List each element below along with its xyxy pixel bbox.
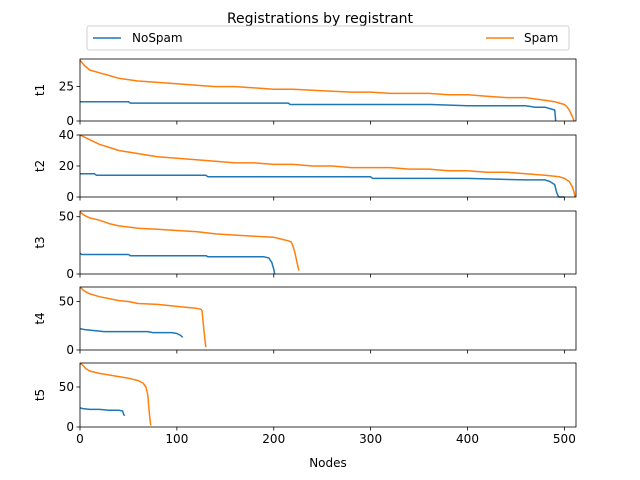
legend: NoSpam Spam	[86, 25, 570, 51]
series-line-nospam-t3	[79, 252, 276, 275]
y-tick-label: 0	[66, 420, 74, 434]
series-line-nospam-t1	[80, 100, 557, 122]
x-tick-label: 0	[76, 432, 84, 446]
y-tick-label: 50	[59, 210, 74, 224]
y-axis-label-t3: t3	[33, 236, 47, 248]
axes-frame-t5	[79, 362, 577, 428]
axes-frame-t3	[79, 210, 577, 275]
x-axis-label: Nodes	[309, 456, 347, 470]
series-line-spam-t1	[79, 59, 575, 122]
y-tick-label: 0	[66, 190, 74, 204]
series-line-nospam-t4	[79, 327, 184, 338]
y-axis-label-t4: t4	[33, 312, 47, 324]
subplot-t3: 0 50 t3	[33, 210, 577, 281]
x-tick-label: 300	[359, 432, 382, 446]
y-tick-label: 50	[59, 295, 74, 309]
series-line-nospam-t2	[80, 173, 565, 198]
x-tick-label: 100	[165, 432, 188, 446]
x-tick-label: 500	[553, 432, 576, 446]
subplot-t1: 0 25 t1	[33, 58, 577, 128]
y-axis-label-t1: t1	[33, 84, 47, 96]
legend-spam-label: Spam	[524, 31, 558, 45]
subplot-t4: 0 50 t4	[33, 286, 577, 357]
y-tick-label: 0	[66, 114, 74, 128]
series-line-spam-t3	[79, 211, 300, 271]
legend-nospam-label: NoSpam	[132, 31, 183, 45]
axes-frame-t4	[79, 286, 577, 351]
y-tick-label: 0	[66, 343, 74, 357]
y-tick-label: 50	[59, 380, 74, 394]
y-tick-label: 40	[59, 128, 74, 142]
series-line-spam-t4	[79, 286, 207, 348]
y-axis-label-t2: t2	[33, 160, 47, 172]
chart-title: Registrations by registrant	[227, 11, 414, 27]
subplot-t2: 0 20 40 t2	[33, 128, 577, 204]
y-tick-label: 25	[59, 80, 74, 94]
series-line-spam-t2	[79, 134, 576, 198]
x-tick-label: 400	[456, 432, 479, 446]
axes-frame-t1	[79, 58, 577, 122]
y-tick-label: 20	[59, 159, 74, 173]
legend-box	[86, 25, 570, 51]
y-axis-label-t5: t5	[33, 389, 47, 401]
series-line-nospam-t5	[79, 407, 126, 417]
series-line-spam-t5	[79, 362, 152, 426]
x-tick-label: 200	[262, 432, 285, 446]
y-tick-label: 0	[66, 267, 74, 281]
